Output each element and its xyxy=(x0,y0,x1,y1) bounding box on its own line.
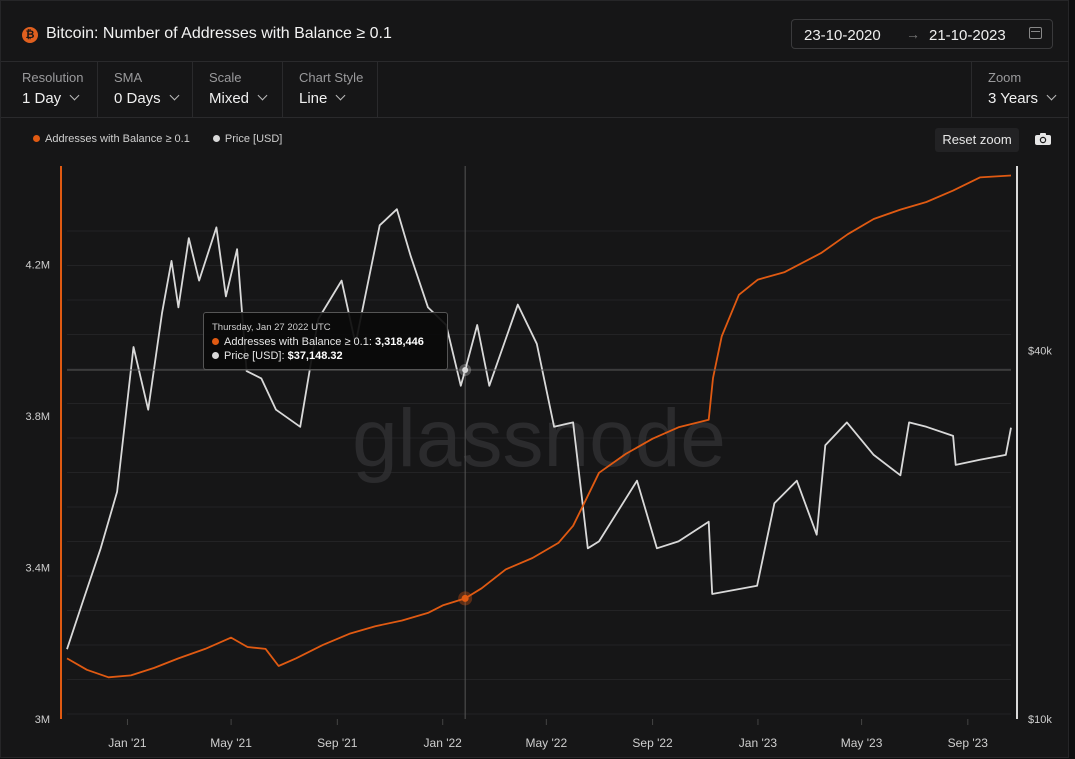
chevron-down-icon xyxy=(335,90,346,101)
resolution-value: 1 Day xyxy=(22,90,62,107)
y-left-tick-label: 3.8M xyxy=(26,411,50,423)
legend-label-price: Price [USD] xyxy=(224,133,283,145)
y-right-tick-label: $10k xyxy=(1028,714,1052,726)
legend-label-addresses: Addresses with Balance ≥ 0.1 xyxy=(45,133,190,145)
x-tick-label: May '23 xyxy=(841,736,883,750)
tooltip-swatch-addresses xyxy=(212,338,219,345)
y-left-tick-label: 3M xyxy=(35,714,50,726)
date-start-input[interactable]: 23-10-2020 xyxy=(804,27,881,44)
legend-swatch-addresses xyxy=(33,135,40,142)
y-right-tick-label: $40k xyxy=(1028,345,1052,357)
legend-swatch-price xyxy=(212,135,220,142)
reset-zoom-button[interactable]: Reset zoom xyxy=(935,128,1019,152)
chart-style-dropdown[interactable]: Chart Style Line xyxy=(283,61,378,117)
addresses-series-line xyxy=(66,174,1012,679)
controls-bar: Resolution 1 Day SMA 0 Days Scale Mixed … xyxy=(1,61,1070,118)
arrow-right-icon: → xyxy=(906,26,920,42)
x-tick-label: May '22 xyxy=(526,736,568,750)
legend-item-price[interactable]: Price [USD] xyxy=(212,133,283,145)
resolution-dropdown[interactable]: Resolution 1 Day xyxy=(1,61,98,117)
page-scrollbar[interactable] xyxy=(1069,0,1075,758)
x-tick-label: Jan '21 xyxy=(108,736,147,750)
sma-dropdown[interactable]: SMA 0 Days xyxy=(98,61,193,117)
price-series-line xyxy=(66,208,1012,650)
y-left-tick-label: 4.2M xyxy=(26,259,50,271)
tooltip-row-price: Price [USD]: $37,148.32 xyxy=(212,350,343,362)
zoom-value: 3 Years xyxy=(988,90,1039,107)
sma-value: 0 Days xyxy=(114,90,161,107)
tooltip-row-addresses: Addresses with Balance ≥ 0.1: 3,318,446 xyxy=(212,336,424,348)
camera-icon[interactable] xyxy=(1034,132,1052,146)
tooltip-swatch-price xyxy=(212,352,219,359)
scale-dropdown[interactable]: Scale Mixed xyxy=(193,61,283,117)
chevron-down-icon xyxy=(69,90,80,101)
y-left-tick-label: 3.4M xyxy=(26,562,50,574)
chart-title: Bitcoin: Number of Addresses with Balanc… xyxy=(46,25,392,42)
scale-value: Mixed xyxy=(209,90,250,107)
watermark-text: glassnode xyxy=(352,393,726,484)
chart-tooltip: Thursday, Jan 27 2022 UTC Addresses with… xyxy=(203,312,448,370)
scale-label: Scale xyxy=(209,70,242,85)
chevron-down-icon xyxy=(257,90,268,101)
chart-style-value: Line xyxy=(299,90,328,107)
tooltip-date: Thursday, Jan 27 2022 UTC xyxy=(212,322,331,333)
tooltip-value-price: $37,148.32 xyxy=(287,350,343,362)
zoom-label: Zoom xyxy=(988,70,1022,85)
x-tick-label: Jan '23 xyxy=(739,736,778,750)
x-tick-label: Sep '21 xyxy=(317,736,358,750)
hover-marker-addresses xyxy=(461,594,469,602)
x-tick-label: May '21 xyxy=(210,736,252,750)
chart-legend: Addresses with Balance ≥ 0.1 Price [USD] xyxy=(33,133,302,145)
x-tick-label: Sep '23 xyxy=(948,736,989,750)
zoom-dropdown[interactable]: Zoom 3 Years xyxy=(971,61,1070,117)
date-range-picker[interactable]: 23-10-2020 → 21-10-2023 xyxy=(791,19,1053,49)
title-bar: ₿ Bitcoin: Number of Addresses with Bala… xyxy=(1,1,1070,62)
sma-label: SMA xyxy=(114,70,143,85)
chevron-down-icon xyxy=(169,90,180,101)
calendar-icon[interactable] xyxy=(1029,27,1042,39)
tooltip-label-addresses: Addresses with Balance ≥ 0.1: xyxy=(224,336,372,348)
chart-style-label: Chart Style xyxy=(299,70,364,85)
bitcoin-icon: ₿ xyxy=(22,27,38,43)
resolution-label: Resolution xyxy=(22,70,84,85)
chevron-down-icon xyxy=(1046,90,1057,101)
x-tick-label: Jan '22 xyxy=(424,736,463,750)
date-end-input[interactable]: 21-10-2023 xyxy=(929,27,1006,44)
x-tick-label: Sep '22 xyxy=(632,736,673,750)
tooltip-label-price: Price [USD]: xyxy=(224,350,285,362)
line-chart[interactable]: glassnode 3M 3.4M 3.8M 4.2M $10k $40k Jan '21 M… xyxy=(1,156,1070,759)
legend-item-addresses[interactable]: Addresses with Balance ≥ 0.1 xyxy=(33,133,190,145)
tooltip-value-addresses: 3,318,446 xyxy=(374,336,424,348)
hover-marker-price xyxy=(462,367,469,374)
